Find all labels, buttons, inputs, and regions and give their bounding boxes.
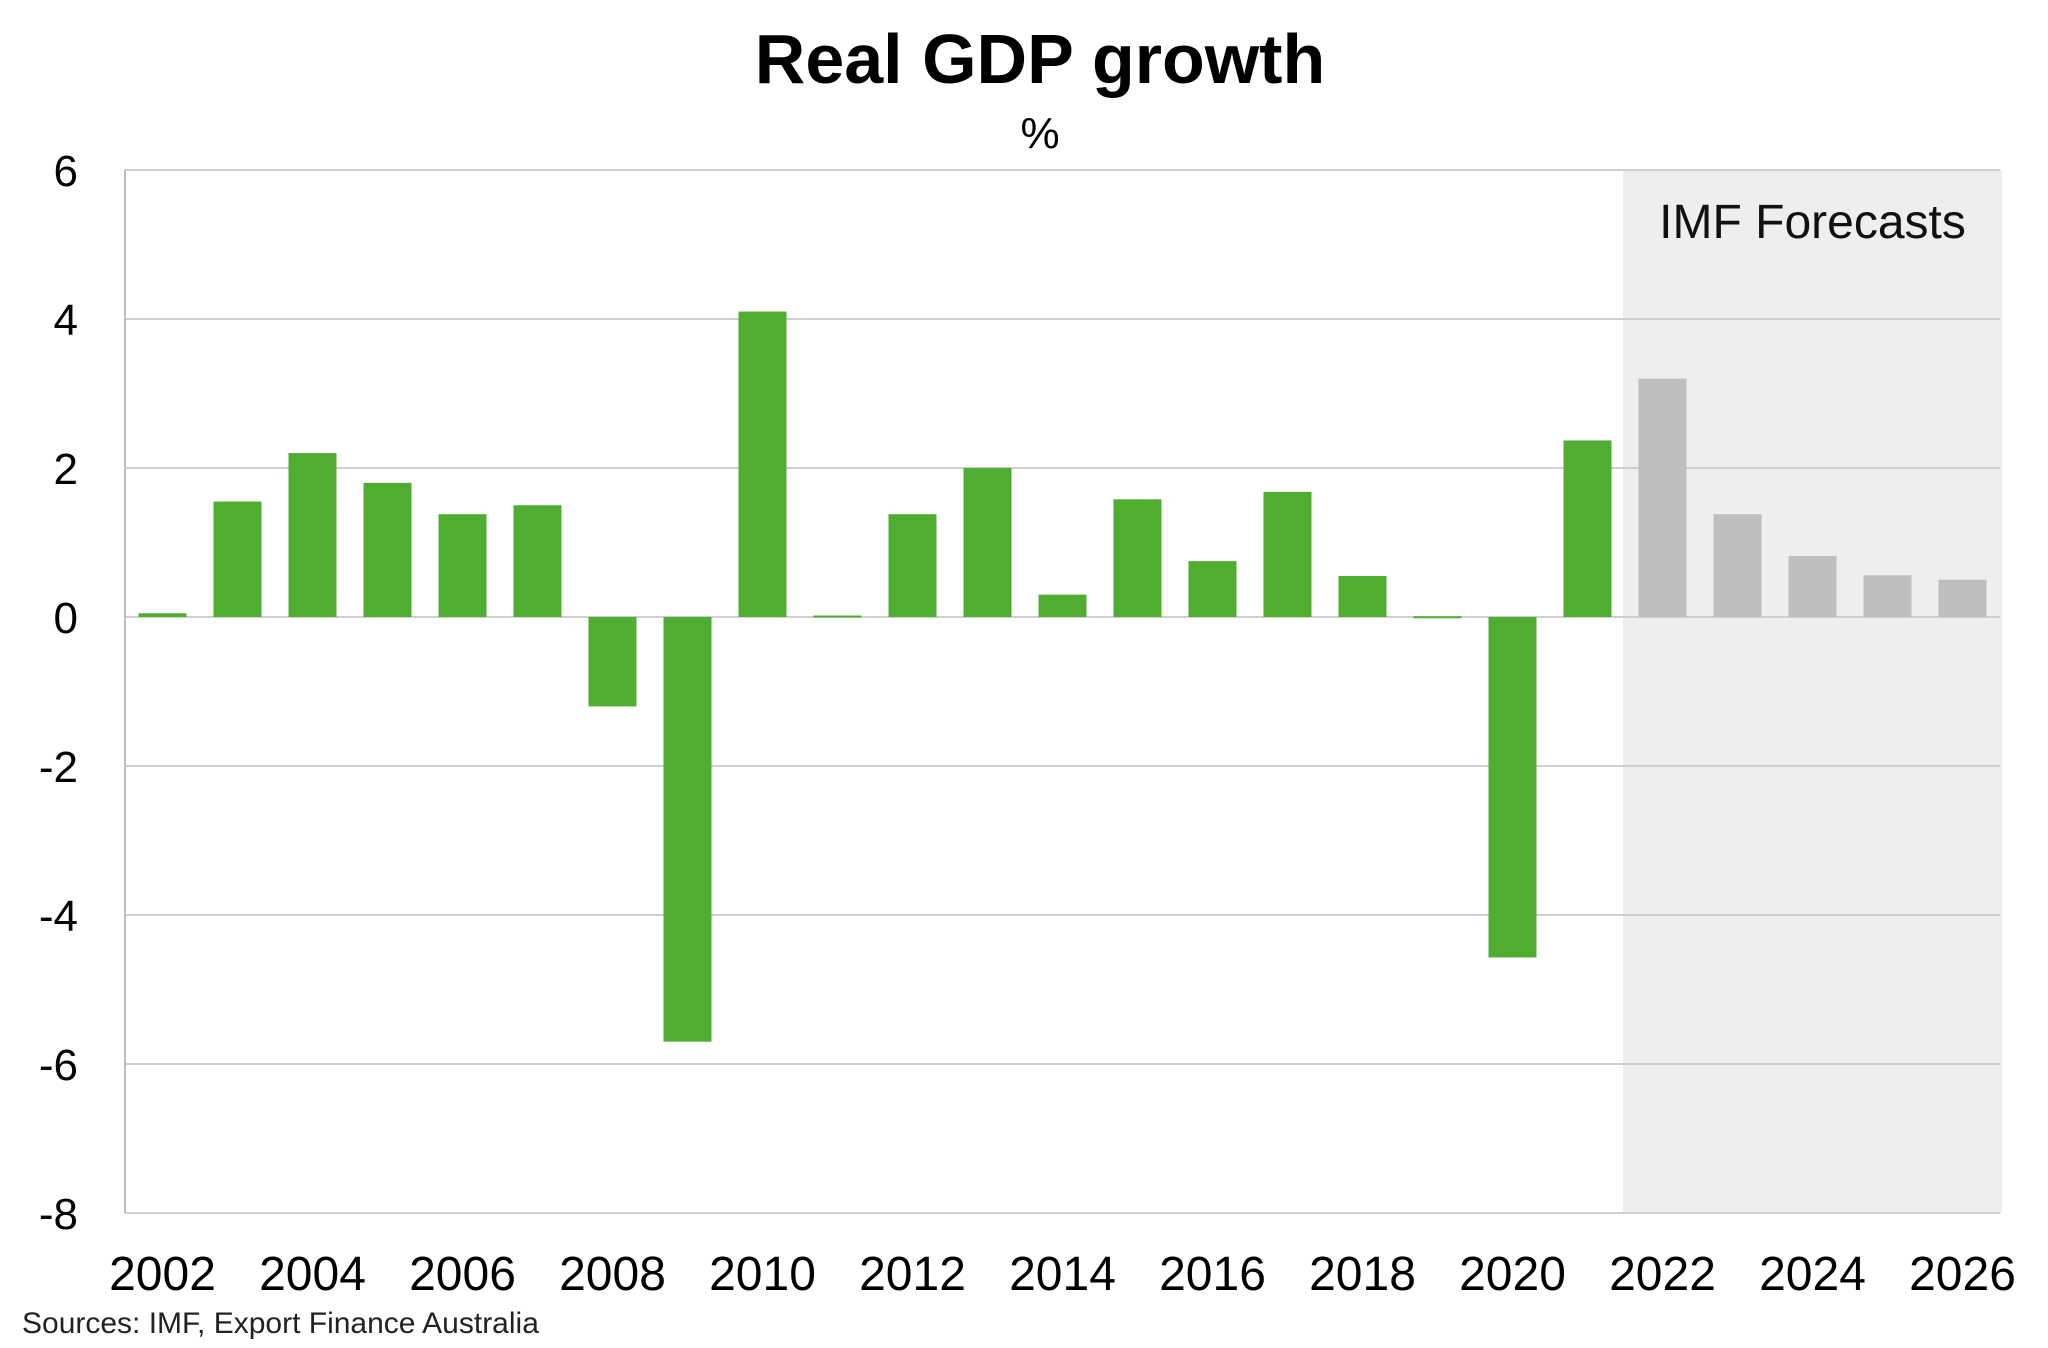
bar-2007	[513, 505, 562, 617]
bar-2005	[363, 482, 412, 617]
bar-2010	[738, 311, 787, 617]
bar-2008	[588, 617, 637, 707]
y-tick-label: 6	[54, 147, 78, 196]
x-tick-label: 2010	[709, 1248, 816, 1301]
bar-2017	[1263, 491, 1312, 617]
bar-2009	[663, 617, 712, 1042]
y-tick-label: -8	[39, 1190, 78, 1239]
x-tick-label: 2016	[1159, 1248, 1266, 1301]
bar-2018	[1338, 576, 1387, 617]
x-tick-label: 2024	[1759, 1248, 1866, 1301]
x-tick-label: 2002	[109, 1248, 216, 1301]
x-tick-label: 2020	[1459, 1248, 1566, 1301]
x-tick-label: 2018	[1309, 1248, 1416, 1301]
x-tick-label: 2014	[1009, 1248, 1116, 1301]
source-note: Sources: IMF, Export Finance Australia	[22, 1307, 539, 1340]
bar-2022	[1638, 378, 1687, 617]
bar-2006	[438, 514, 487, 617]
bar-2024	[1788, 555, 1837, 617]
plot-area	[124, 169, 2002, 1214]
bar-2023	[1713, 514, 1762, 617]
y-tick-label: -4	[39, 892, 78, 941]
bar-2014	[1038, 594, 1087, 617]
y-tick-label: -6	[39, 1041, 78, 1090]
x-tick-label: 2022	[1609, 1248, 1716, 1301]
forecast-label: IMF Forecasts	[1659, 196, 1966, 249]
x-tick-label: 2006	[409, 1248, 516, 1301]
y-tick-label: 0	[54, 594, 78, 643]
bar-2003	[213, 501, 262, 617]
chart-title: Real GDP growth	[755, 20, 1325, 98]
bar-2002	[138, 613, 187, 617]
bar-2026	[1938, 579, 1987, 617]
bar-2015	[1113, 499, 1162, 617]
x-tick-label: 2026	[1909, 1248, 2016, 1301]
x-tick-label: 2004	[259, 1248, 366, 1301]
bar-2004	[288, 453, 337, 617]
bar-2021	[1563, 440, 1612, 617]
y-tick-label: -2	[39, 743, 78, 792]
chart-subtitle: %	[1020, 109, 1059, 158]
bar-2011	[813, 615, 862, 618]
bar-2025	[1863, 575, 1912, 617]
bar-2019	[1413, 616, 1462, 619]
forecast-region	[1623, 170, 2002, 1213]
x-tick-label: 2012	[859, 1248, 966, 1301]
bar-2012	[888, 514, 937, 617]
x-tick-label: 2008	[559, 1248, 666, 1301]
y-tick-label: 2	[54, 445, 78, 494]
bar-2016	[1188, 561, 1237, 617]
bar-2013	[963, 468, 1012, 617]
bar-2020	[1488, 617, 1537, 958]
y-tick-label: 4	[54, 296, 78, 345]
